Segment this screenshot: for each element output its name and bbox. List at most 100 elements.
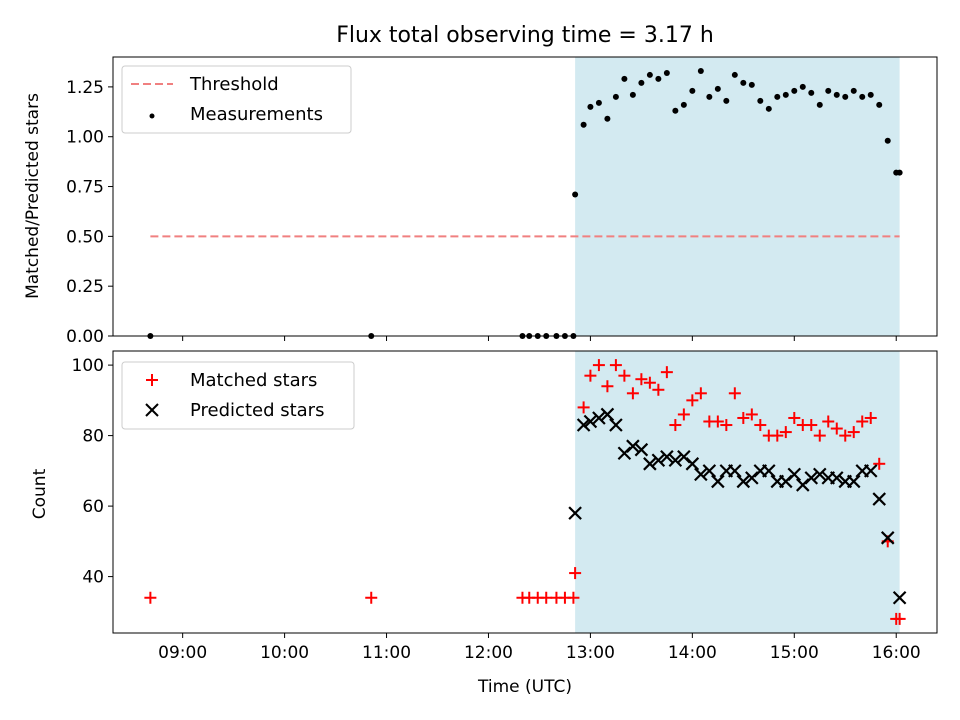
bottom-y-tick-label: 40 [82,568,104,588]
measurement-point [621,75,628,82]
matched-star-point [830,422,843,435]
matched-star-point [822,415,835,428]
measurement-point [706,93,713,100]
measurement-point [774,93,781,100]
matched-star-point [779,426,792,439]
bottom-highlight-span [575,351,900,633]
x-tick-label: 15:00 [770,643,819,663]
x-axis-label: Time (UTC) [477,677,572,697]
matched-star-point [569,567,582,580]
bottom-panel: 40 60 80 100 09:00 10:00 11:00 12:00 13:00 14:00… [30,350,938,697]
x-tick-label: 14:00 [668,643,717,663]
predicted-star-point [626,439,640,453]
predicted-star-point [892,590,907,605]
measurement-point [612,93,619,100]
predicted-star-point [660,449,674,464]
matched-star-point [737,411,750,424]
matched-star-point [643,376,656,389]
measurement-point [748,81,755,88]
bottom-plot-frame [112,350,938,634]
measurement-point [842,93,849,100]
top-y-tick-label: 0.50 [66,227,104,247]
matched-star-point [652,383,665,396]
measurement-point [833,91,840,98]
x-tick-label: 13:00 [566,643,615,663]
top-highlight-span [575,57,900,336]
predicted-star-point [728,464,742,478]
measurement-point [782,91,789,98]
top-y-tick-label: 1.25 [66,78,104,98]
matched-star-point [584,369,597,382]
legend-matched-label: Matched stars [190,370,317,391]
predicted-star-point [702,464,717,478]
predicted-star-point [804,471,819,485]
measurement-point [867,91,874,98]
measurement-point [697,67,704,74]
predicted-star-point [609,418,623,432]
top-x-ticks [182,336,897,341]
measurement-point [791,87,798,94]
legend-measurements-label: Measurements [190,104,323,125]
predicted-star-point [600,407,615,422]
matched-star-point [577,401,590,414]
measurement-point [757,97,764,104]
measurement-point [859,93,866,100]
matched-star-point [609,359,622,372]
predicted-star-points [568,407,907,605]
predicted-star-point [736,474,751,489]
matched-star-point [635,373,648,386]
measurement-point [799,83,806,90]
measurement-point [672,107,679,114]
matched-star-point [618,369,631,382]
matched-star-point [864,411,877,424]
predicted-star-point [634,442,649,457]
matched-star-point [720,419,733,432]
predicted-star-point [583,414,598,429]
legend-predicted-swatch [145,403,159,417]
predicted-star-point [787,467,802,482]
matched-star-point [694,387,707,400]
predicted-star-point [846,474,861,489]
matched-star-point [745,408,758,421]
predicted-star-point [592,411,606,425]
measurement-point [604,115,611,122]
measurement-point [580,121,587,128]
top-legend-box [121,65,352,134]
matched-star-point [144,591,157,604]
measurement-point [714,85,721,92]
matched-star-point [771,429,784,442]
top-y-tick-label: 1.00 [66,128,104,148]
measurement-point [655,75,662,82]
bottom-y-tick-label: 100 [72,356,104,376]
matched-star-point [728,387,741,400]
top-y-tick-label: 0.00 [66,327,104,347]
matched-star-point [660,366,673,379]
matched-star-point [567,591,580,604]
predicted-star-point [863,464,878,478]
matched-star-point [669,419,682,432]
top-y-tick-label: 0.25 [66,277,104,297]
top-panel: 0.00 0.25 0.50 0.75 1.00 1.25 Flux total obse… [23,23,938,347]
matched-star-point [788,411,801,424]
bottom-legend-box [121,361,355,430]
matched-star-point [686,394,699,407]
measurement-point [595,99,602,106]
bottom-y-axis-label: Count [30,468,50,519]
measurement-point [850,87,857,94]
predicted-star-point [880,531,895,545]
matched-star-point [847,426,860,439]
matched-star-point [677,408,690,421]
predicted-star-point [685,457,700,471]
measurement-point [731,71,738,78]
measurement-point [884,137,891,144]
matched-star-point [601,380,614,393]
x-tick-label: 10:00 [260,643,309,663]
predicted-star-point [576,418,591,432]
bottom-y-tick-label: 60 [82,497,104,517]
top-y-tick-label: 0.75 [66,178,104,198]
legend-measurements-swatch [149,113,155,119]
measurement-point [740,79,747,86]
measurement-point [629,91,636,98]
matched-star-point [626,387,639,400]
